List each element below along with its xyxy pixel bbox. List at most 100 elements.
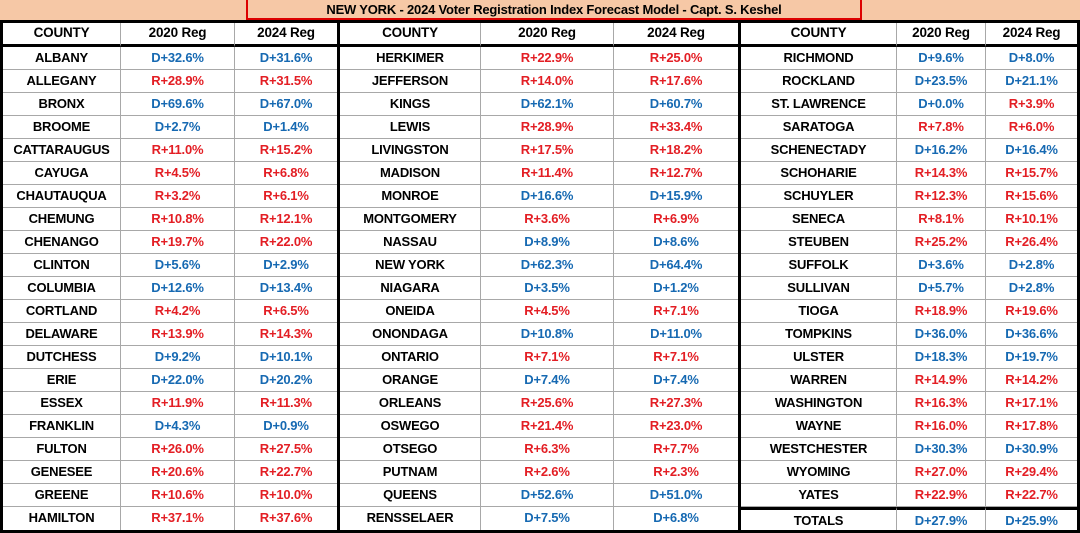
column-header-2020-reg: 2020 Reg <box>121 23 235 47</box>
county-cell: ORLEANS <box>340 392 481 415</box>
county-cell: CLINTON <box>3 254 121 277</box>
county-cell: ULSTER <box>741 346 897 369</box>
county-table: COUNTY 2020 Reg 2024 Reg ALBANY D+32.6% D+… <box>0 20 1080 533</box>
reg-2024-cell: R+37.6% <box>259 510 313 525</box>
reg-2020-cell: R+14.3% <box>897 162 986 185</box>
reg-2020-cell: R+11.4% <box>481 162 614 185</box>
title-bar: NEW YORK - 2024 Voter Registration Index… <box>0 0 1080 20</box>
reg-2020-cell: D+3.5% <box>481 277 614 300</box>
reg-2024-cell: R+3.9% <box>986 93 1077 116</box>
reg-2020-cell: R+25.2% <box>897 231 986 254</box>
reg-2024-cell: R+12.1% <box>235 208 337 231</box>
county-cell: SUFFOLK <box>741 254 897 277</box>
reg-2020-cell: D+9.6% <box>897 47 986 70</box>
reg-2020-cell: D+5.6% <box>121 254 235 277</box>
title-box: NEW YORK - 2024 Voter Registration Index… <box>246 0 862 20</box>
county-cell: ROCKLAND <box>741 70 897 93</box>
reg-2024-cell: D+19.7% <box>986 346 1077 369</box>
county-cell: DELAWARE <box>3 323 121 346</box>
reg-2024-cell: R+26.4% <box>986 231 1077 254</box>
reg-2024-cell: R+10.0% <box>235 484 337 507</box>
reg-2024-cell: R+17.6% <box>614 70 738 93</box>
county-cell: ST. LAWRENCE <box>741 93 897 116</box>
county-cell: WARREN <box>741 369 897 392</box>
reg-2020-cell: D+0.0% <box>897 93 986 116</box>
county-cell: BROOME <box>3 116 121 139</box>
reg-2024-cell: R+27.3% <box>614 392 738 415</box>
column-header-county: COUNTY <box>3 23 121 47</box>
county-cell: WYOMING <box>741 461 897 484</box>
county-cell: NEW YORK <box>340 254 481 277</box>
county-cell: ORANGE <box>340 369 481 392</box>
reg-2024-cell: D+2.8% <box>986 254 1077 277</box>
reg-2020-cell: R+17.5% <box>481 139 614 162</box>
reg-2020-cell: R+28.9% <box>481 116 614 139</box>
county-cell: ONONDAGA <box>340 323 481 346</box>
county-cell: GREENE <box>3 484 121 507</box>
reg-2024-cell: R+17.1% <box>986 392 1077 415</box>
reg-2024-cell: R+33.4% <box>614 116 738 139</box>
reg-2020-cell: R+22.9% <box>897 484 986 507</box>
county-cell: TIOGA <box>741 300 897 323</box>
county-cell: PUTNAM <box>340 461 481 484</box>
county-cell: WAYNE <box>741 415 897 438</box>
county-cell: DUTCHESS <box>3 346 121 369</box>
county-cell: MONROE <box>340 185 481 208</box>
county-cell: ALLEGANY <box>3 70 121 93</box>
reg-2024-cell: D+60.7% <box>614 93 738 116</box>
county-cell: SULLIVAN <box>741 277 897 300</box>
reg-2020-cell: R+20.6% <box>121 461 235 484</box>
county-cell: GENESEE <box>3 461 121 484</box>
county-cell: SCHOHARIE <box>741 162 897 185</box>
reg-2020-cell: R+11.0% <box>121 139 235 162</box>
reg-2024-cell: R+14.2% <box>986 369 1077 392</box>
county-cell: CAYUGA <box>3 162 121 185</box>
reg-2020-cell: D+52.6% <box>481 484 614 507</box>
reg-2020-cell: R+3.2% <box>121 185 235 208</box>
county-cell: CATTARAUGUS <box>3 139 121 162</box>
reg-2020-cell: D+62.1% <box>481 93 614 116</box>
reg-2024-cell: D+10.1% <box>235 346 337 369</box>
county-cell: HERKIMER <box>340 47 481 70</box>
reg-2024-cell: R+7.1% <box>614 346 738 369</box>
reg-2024-cell: R+6.1% <box>235 185 337 208</box>
county-cell: OSWEGO <box>340 415 481 438</box>
county-cell: NIAGARA <box>340 277 481 300</box>
reg-2024-cell: D+13.4% <box>235 277 337 300</box>
reg-2020-cell: R+4.5% <box>121 162 235 185</box>
reg-2020-cell: R+25.6% <box>481 392 614 415</box>
reg-2020-cell: R+18.9% <box>897 300 986 323</box>
reg-2024-cell: D+64.4% <box>614 254 738 277</box>
page-title: NEW YORK - 2024 Voter Registration Index… <box>326 1 782 17</box>
county-cell: CHEMUNG <box>3 208 121 231</box>
reg-2024-cell: R+18.2% <box>614 139 738 162</box>
reg-2024-cell: D+67.0% <box>235 93 337 116</box>
column-header-county: COUNTY <box>340 23 481 47</box>
reg-2020-cell: R+3.6% <box>481 208 614 231</box>
county-cell: CHAUTAUQUA <box>3 185 121 208</box>
reg-2024-cell: D+15.9% <box>614 185 738 208</box>
reg-2024-cell: R+6.8% <box>235 162 337 185</box>
reg-2020-cell: R+2.6% <box>481 461 614 484</box>
reg-2020-cell: D+22.0% <box>121 369 235 392</box>
reg-2024-cell: R+22.7% <box>986 484 1077 507</box>
county-cell: ALBANY <box>3 47 121 70</box>
reg-2020-cell: D+12.6% <box>121 277 235 300</box>
reg-2020-cell: R+7.8% <box>897 116 986 139</box>
column-header-2020-reg: 2020 Reg <box>481 23 614 47</box>
reg-2024-cell: R+7.1% <box>614 300 738 323</box>
reg-2020-cell: R+16.0% <box>897 415 986 438</box>
reg-2024-cell: R+14.3% <box>235 323 337 346</box>
reg-2024-cell: R+6.9% <box>614 208 738 231</box>
reg-2020-cell: D+18.3% <box>897 346 986 369</box>
column-header-2024-reg: 2024 Reg <box>614 23 738 47</box>
reg-2024-cell: R+11.3% <box>235 392 337 415</box>
reg-2024-cell: D+21.1% <box>986 70 1077 93</box>
reg-2024-cell: D+2.8% <box>986 277 1077 300</box>
column-header-2024-reg: 2024 Reg <box>235 23 337 47</box>
county-cell: ESSEX <box>3 392 121 415</box>
reg-2020-cell: R+4.5% <box>481 300 614 323</box>
reg-2020-cell: D+5.7% <box>897 277 986 300</box>
reg-2024-cell: R+6.0% <box>986 116 1077 139</box>
reg-2024-cell: D+2.9% <box>235 254 337 277</box>
